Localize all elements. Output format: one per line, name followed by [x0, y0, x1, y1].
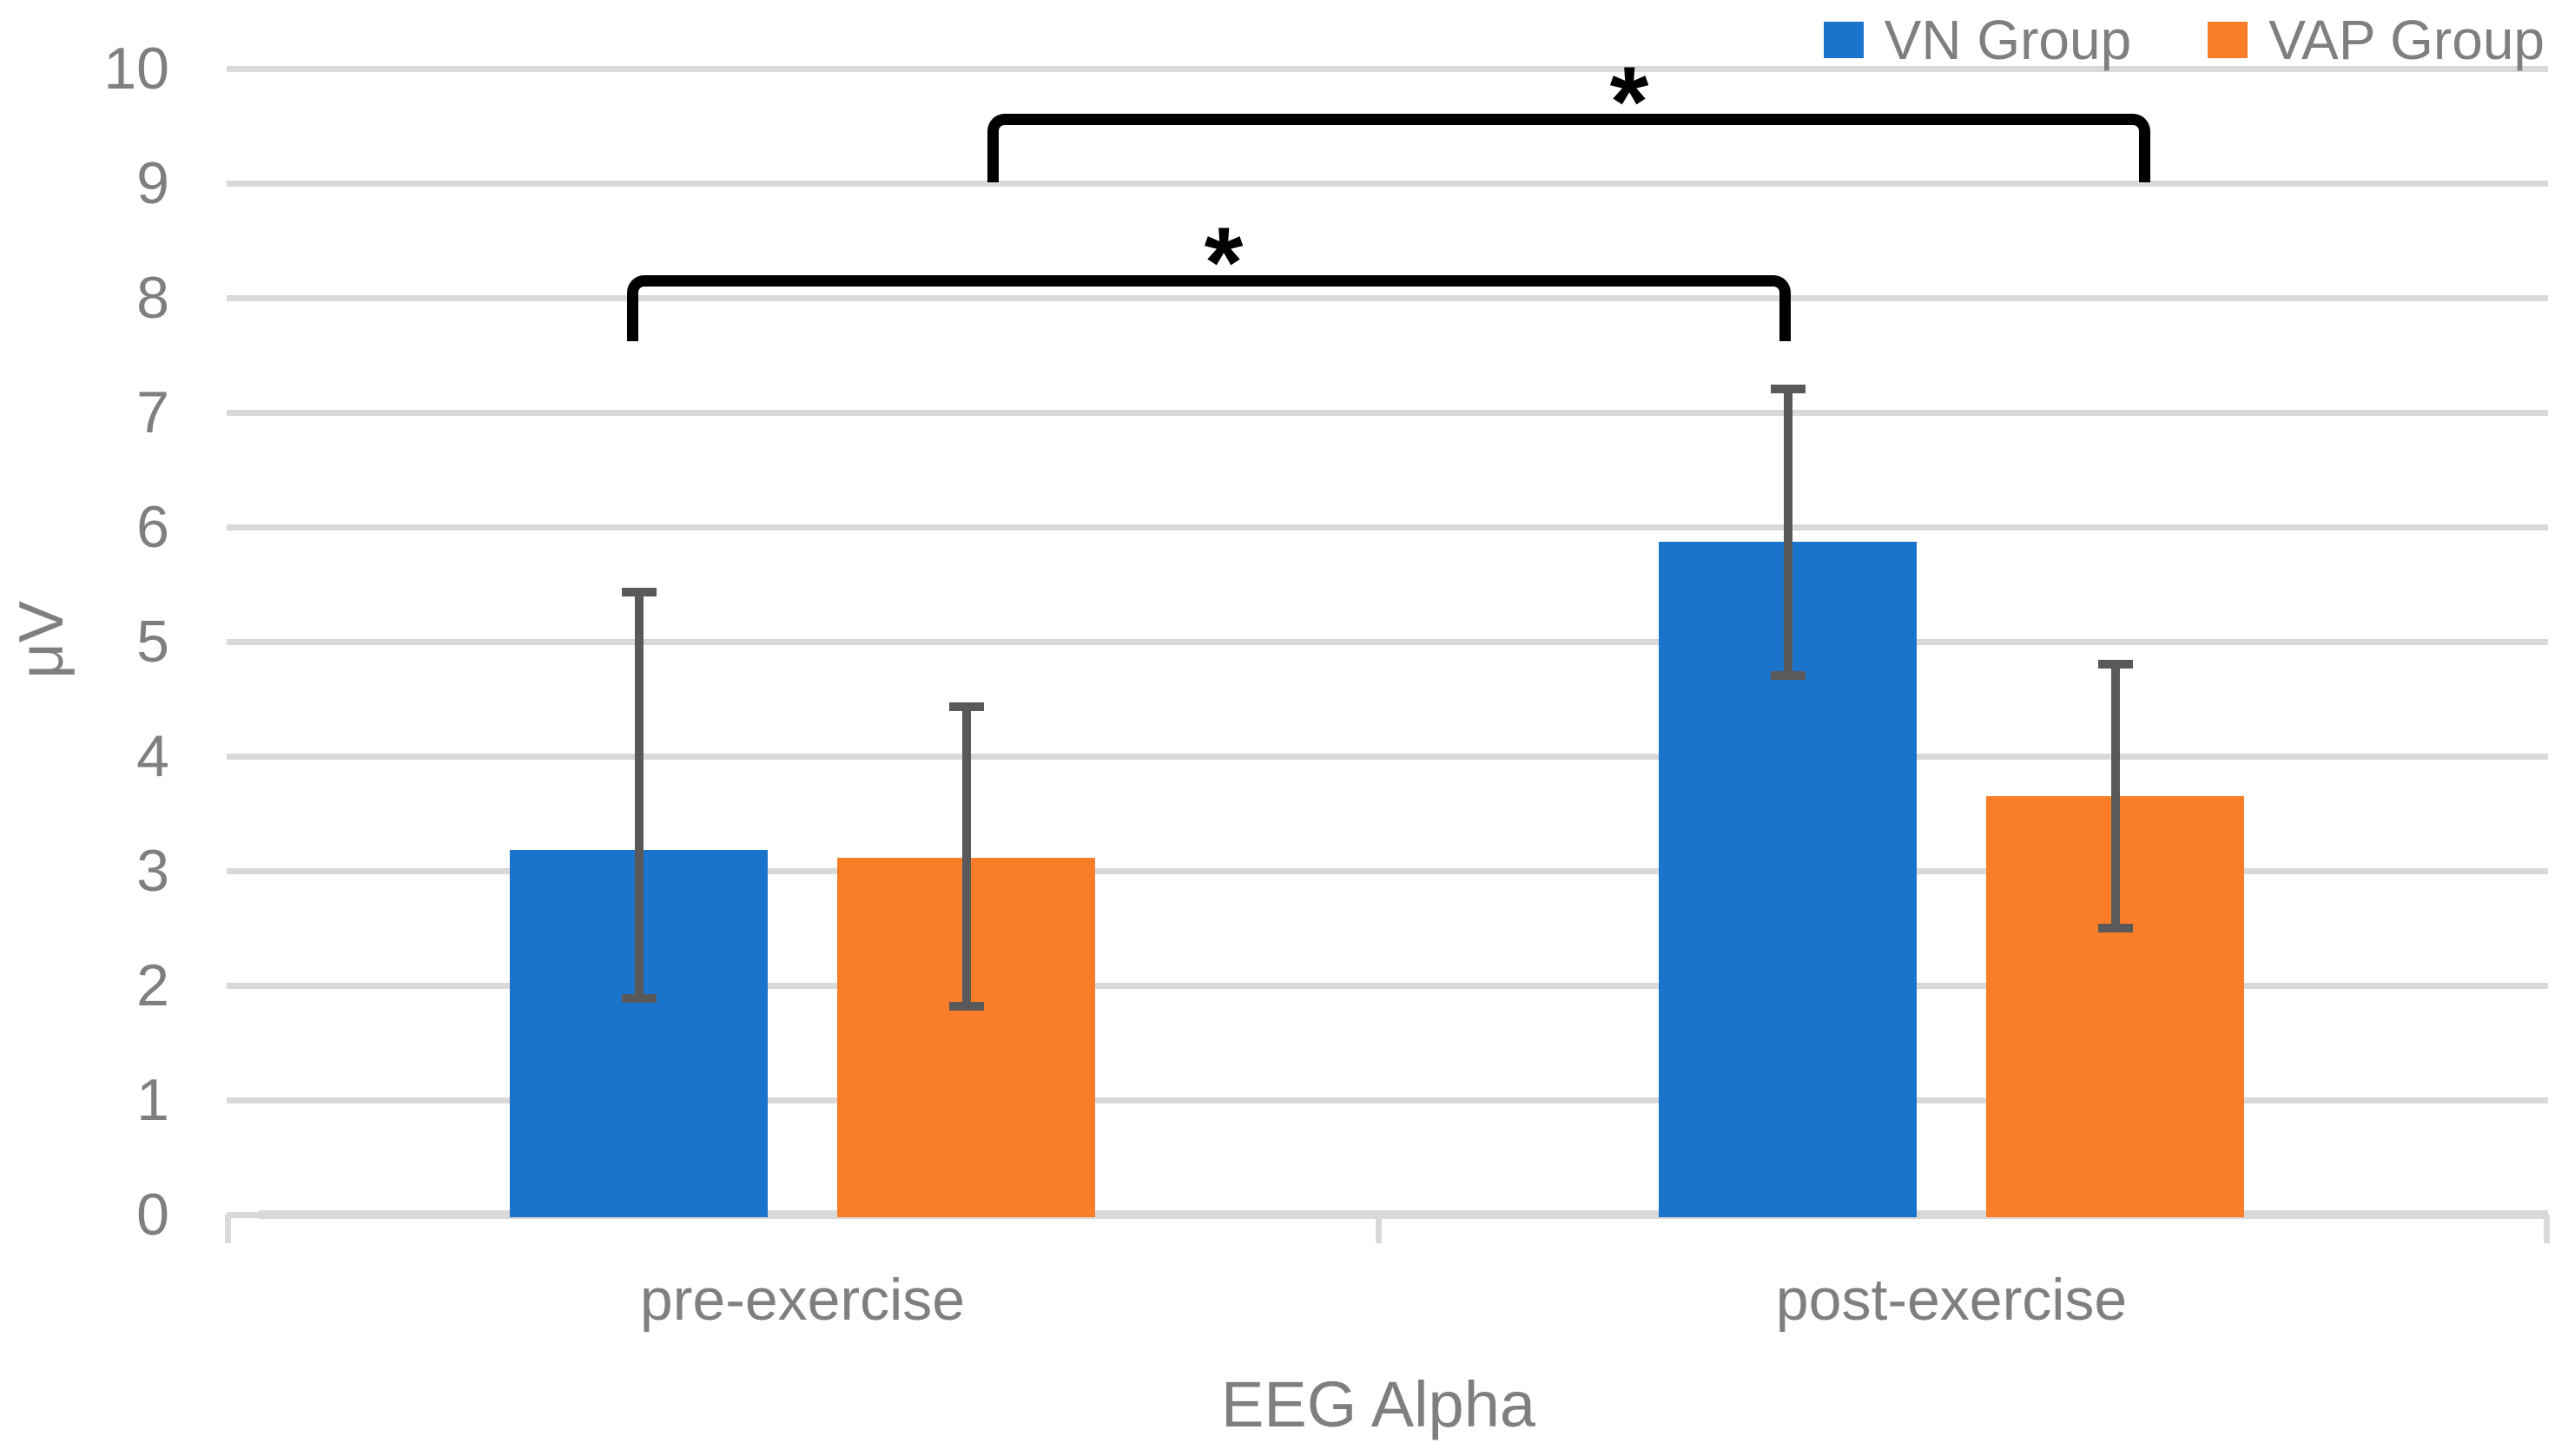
legend-label-vn-group: VN Group	[1884, 9, 2132, 71]
x-category-label-pre-exercise: pre-exercise	[639, 1267, 966, 1333]
gridline-6	[259, 524, 2548, 530]
y-tick-6	[227, 524, 259, 530]
error-bar-vap-group-post-exercise-cap-bottom	[2097, 924, 2133, 933]
y-tick-label-5: 5	[136, 609, 169, 675]
error-bar-vap-group-pre-exercise-cap-bottom	[948, 1002, 984, 1011]
y-tick-label-4: 4	[136, 723, 169, 789]
y-tick-0	[227, 1211, 259, 1218]
legend-item-vn-group: VN Group	[1823, 9, 2132, 71]
y-tick-10	[227, 65, 259, 72]
y-tick-label-0: 0	[136, 1182, 169, 1248]
legend: VN Group VAP Group	[1823, 9, 2545, 71]
significance-marker-vap-group: *	[1609, 47, 1649, 158]
y-tick-label-8: 8	[136, 265, 169, 331]
legend-label-vap-group: VAP Group	[2268, 9, 2545, 71]
x-axis-tick-2	[2543, 1215, 2550, 1243]
y-axis-title: μV	[7, 601, 76, 679]
y-tick-8	[227, 294, 259, 301]
error-bar-vap-group-pre-exercise-cap-top	[948, 702, 984, 711]
error-bar-vap-group-post-exercise-cap-top	[2097, 660, 2133, 669]
gridline-5	[259, 638, 2548, 645]
significance-bracket-vap-group	[987, 114, 2150, 182]
y-tick-5	[227, 638, 259, 645]
error-bar-vn-group-post-exercise-line	[1783, 385, 1792, 680]
y-tick-label-3: 3	[136, 838, 169, 904]
legend-swatch-vap-group	[2208, 22, 2248, 58]
error-bar-vn-group-pre-exercise-cap-top	[621, 587, 657, 596]
y-tick-7	[227, 409, 259, 416]
y-tick-label-6: 6	[136, 494, 169, 560]
gridline-7	[259, 409, 2548, 416]
gridline-8	[259, 294, 2548, 301]
gridline-2	[259, 982, 2548, 989]
gridline-3	[259, 867, 2548, 874]
y-tick-label-9: 9	[136, 150, 169, 216]
error-bar-vap-group-pre-exercise-line	[961, 702, 971, 1011]
legend-item-vap-group: VAP Group	[2208, 12, 2545, 68]
y-tick-label-7: 7	[136, 379, 169, 445]
y-tick-label-2: 2	[136, 952, 169, 1018]
error-bar-vn-group-pre-exercise-line	[634, 587, 644, 1003]
y-tick-2	[227, 982, 259, 989]
error-bar-vn-group-pre-exercise-cap-bottom	[621, 993, 657, 1003]
x-axis-tick-0	[224, 1215, 231, 1243]
y-tick-3	[227, 867, 259, 874]
y-tick-9	[227, 180, 259, 187]
error-bar-vn-group-post-exercise-cap-bottom	[1770, 670, 1806, 680]
x-category-label-post-exercise: post-exercise	[1775, 1267, 2128, 1333]
error-bar-vap-group-post-exercise-line	[2110, 660, 2120, 933]
legend-swatch-vn-group	[1823, 22, 1864, 58]
gridline-10	[259, 65, 2548, 72]
gridline-4	[259, 753, 2548, 760]
x-axis-tick-1	[1375, 1215, 1382, 1243]
significance-bracket-vn-group	[627, 275, 1791, 341]
x-axis-title: EEG Alpha	[1220, 1368, 1536, 1440]
gridline-9	[259, 180, 2548, 187]
y-tick-4	[227, 753, 259, 760]
x-axis-line	[259, 1210, 2548, 1219]
error-bar-vn-group-post-exercise-cap-top	[1770, 385, 1806, 394]
gridline-1	[259, 1097, 2548, 1104]
significance-marker-vn-group: *	[1204, 208, 1244, 319]
y-tick-label-10: 10	[103, 36, 169, 102]
y-tick-1	[227, 1097, 259, 1104]
y-tick-label-1: 1	[136, 1067, 169, 1133]
